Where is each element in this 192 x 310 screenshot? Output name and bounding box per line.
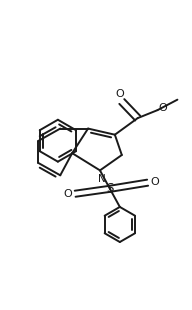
Text: O: O xyxy=(151,177,159,187)
Text: O: O xyxy=(116,89,124,99)
Text: N: N xyxy=(98,174,105,184)
Text: S: S xyxy=(106,182,114,195)
Text: O: O xyxy=(64,189,72,199)
Text: O: O xyxy=(159,103,167,113)
